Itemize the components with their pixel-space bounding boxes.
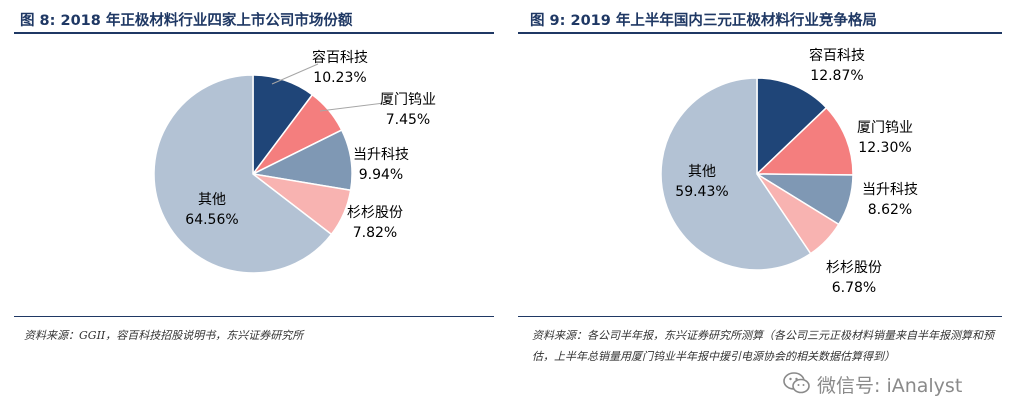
- leader-line: [319, 102, 385, 112]
- pie-chart-market-share-2018: 容百科技 10.23% 厦门钨业 7.45% 当升科技 9.94% 杉杉股份 7.82% 其他 6…: [153, 49, 436, 274]
- pie-slice-5: [660, 77, 812, 271]
- slice-value-label: 7.82%: [353, 225, 397, 241]
- figure-9-title: 图 9: 2019 年上半年国内三元正极材料行业竞争格局: [530, 13, 877, 29]
- slice-category-label: 当升科技: [353, 147, 409, 163]
- leader-line: [271, 63, 319, 85]
- slice-value-label: 12.30%: [858, 140, 911, 156]
- slice-category-label: 容百科技: [809, 47, 865, 64]
- figure-8-panel: 图 8: 2018 年正极材料行业四家上市公司市场份额 容百科技 10.23% 厦门…: [14, 13, 494, 342]
- wechat-watermark: 微信号: iAnalyst: [783, 369, 1015, 399]
- figure-8-source: 资料来源：GGII，容百科技招股说明书，东兴证券研究所: [24, 329, 304, 342]
- slice-value-label: 6.78%: [832, 280, 876, 296]
- pie-chart-competition-2019h1: 容百科技 12.87% 厦门钨业 12.30% 当升科技 8.62% 杉杉股份 6.78% 其他…: [660, 47, 918, 296]
- figure-9-source: 资料来源：各公司半年报，东兴证券研究所测算（各公司三元正极材料销量来自半年报测算…: [532, 329, 994, 363]
- figure-9-panel: 图 9: 2019 年上半年国内三元正极材料行业竞争格局 容百科技 12.87% 厦…: [510, 0, 1020, 402]
- slice-value-label: 12.87%: [810, 68, 863, 84]
- source-rule: [14, 316, 494, 317]
- slice-category-label: 其他: [688, 164, 716, 180]
- pie-slice-1: [756, 77, 828, 176]
- title-rule: [518, 32, 1002, 34]
- slice-category-label: 杉杉股份: [826, 260, 882, 276]
- slice-category-label: 当升科技: [862, 182, 918, 198]
- slice-value-label: 10.23%: [313, 70, 366, 86]
- slice-value-label: 7.45%: [386, 112, 430, 128]
- slice-value-label: 59.43%: [675, 184, 728, 200]
- slice-category-label: 杉杉股份: [347, 205, 403, 221]
- figure-8-title: 图 8: 2018 年正极材料行业四家上市公司市场份额: [20, 13, 353, 29]
- wechat-icon: [783, 372, 810, 394]
- watermark-text: 微信号: iAnalyst: [817, 375, 963, 397]
- pie-slice-5: [153, 74, 333, 274]
- slice-value-label: 8.62%: [868, 202, 912, 218]
- source-rule: [518, 316, 1002, 317]
- slice-category-label: 容百科技: [312, 49, 368, 66]
- slice-category-label: 厦门钨业: [380, 92, 436, 108]
- slice-value-label: 9.94%: [359, 167, 403, 183]
- title-rule: [14, 32, 494, 34]
- slice-value-label: 64.56%: [185, 212, 238, 228]
- slice-category-label: 厦门钨业: [857, 120, 913, 136]
- pie-slice-2: [755, 106, 854, 176]
- slice-category-label: 其他: [198, 192, 226, 208]
